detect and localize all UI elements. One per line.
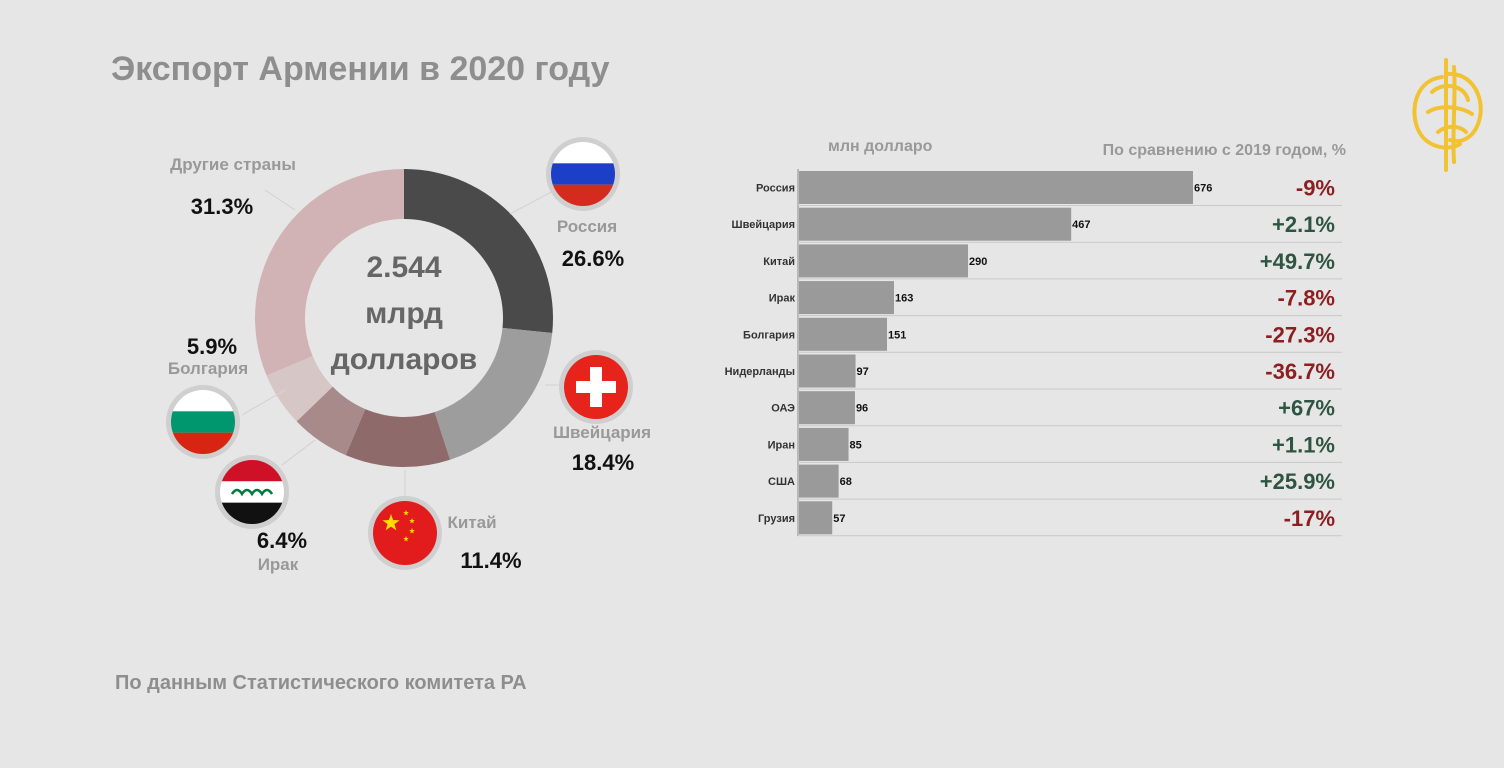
- bar-category-label-5: Нидерланды: [725, 366, 795, 378]
- source-note: По данным Статистического комитета РА: [115, 672, 527, 694]
- bar-value-label-6: 96: [856, 403, 868, 415]
- change-label-9: -17%: [1284, 506, 1335, 531]
- bulgaria-flag-icon: [166, 385, 240, 459]
- bar-category-label-6: ОАЭ: [771, 403, 795, 415]
- donut-slice-3: [296, 386, 366, 456]
- bar-3: [799, 281, 895, 315]
- donut-slice-0: [404, 169, 553, 333]
- slice-percent-4: 5.9%: [187, 334, 237, 359]
- slice-percent-5: 31.3%: [191, 194, 253, 219]
- bar-category-label-0: Россия: [756, 183, 795, 195]
- donut-center-text-2: долларов: [331, 343, 478, 376]
- bar-9: [799, 501, 833, 535]
- change-header: По сравнению с 2019 годом, %: [1103, 142, 1346, 159]
- bar-2: [799, 244, 969, 278]
- donut-chart: 2.544 млрд долларов Россия 26.6% Швейцария 18.…: [166, 137, 651, 574]
- logo-icon: [1412, 58, 1483, 172]
- bar-category-label-7: Иран: [768, 439, 795, 451]
- bar-chart: млн долларо По сравнению с 2019 годом, % Р…: [725, 138, 1346, 537]
- leader-line-0: [509, 189, 556, 215]
- iraq-flag-icon: [215, 455, 289, 529]
- slice-name-2: Китай: [447, 513, 496, 532]
- donut-slice-5: [254, 169, 404, 376]
- slice-percent-2: 11.4%: [460, 548, 521, 573]
- bar-category-label-1: Швейцария: [732, 219, 795, 231]
- change-label-2: +49.7%: [1260, 249, 1335, 274]
- bar-5: [799, 354, 856, 388]
- donut-slice-2: [345, 409, 451, 467]
- slice-name-1: Швейцария: [553, 423, 651, 442]
- slice-name-5: Другие страны: [170, 155, 296, 174]
- slice-percent-1: 18.4%: [572, 450, 634, 475]
- bar-value-label-7: 85: [850, 439, 862, 451]
- bar-8: [799, 464, 839, 498]
- china-flag-icon: [368, 496, 442, 570]
- page-title: Экспорт Армении в 2020 году: [111, 50, 610, 88]
- change-label-0: -9%: [1296, 176, 1335, 201]
- change-label-7: +1.1%: [1272, 432, 1335, 457]
- bar-value-label-3: 163: [895, 293, 913, 305]
- slice-name-0: Россия: [557, 217, 617, 236]
- bar-value-label-9: 57: [833, 513, 845, 525]
- bar-value-label-4: 151: [888, 329, 906, 341]
- donut-center-text-0: 2.544: [366, 251, 441, 284]
- bar-value-label-1: 467: [1072, 219, 1090, 231]
- change-label-5: -36.7%: [1265, 359, 1335, 384]
- bar-value-label-0: 676: [1194, 183, 1212, 195]
- bar-unit-label: млн долларо: [828, 138, 933, 155]
- slice-name-4: Болгария: [168, 359, 248, 378]
- slice-percent-0: 26.6%: [562, 246, 624, 271]
- bar-7: [799, 427, 849, 461]
- change-label-3: -7.8%: [1278, 286, 1335, 311]
- bar-4: [799, 317, 888, 351]
- bar-category-label-3: Ирак: [769, 293, 796, 305]
- bar-1: [799, 207, 1072, 241]
- bar-category-label-2: Китай: [763, 256, 795, 268]
- leader-line-4: [241, 389, 286, 416]
- bar-value-label-5: 97: [857, 366, 869, 378]
- slice-percent-3: 6.4%: [257, 528, 307, 553]
- leader-line-3: [281, 439, 316, 466]
- russia-flag-icon: [546, 137, 620, 211]
- switzerland-flag-icon: [559, 350, 633, 424]
- bar-category-label-8: США: [768, 476, 795, 488]
- donut-center-text-1: млрд: [365, 297, 443, 330]
- bar-0: [799, 171, 1193, 204]
- change-label-1: +2.1%: [1272, 212, 1335, 237]
- donut-slice-4: [266, 356, 333, 422]
- slice-name-3: Ирак: [258, 555, 299, 574]
- bar-6: [799, 391, 855, 425]
- leader-line-5: [264, 189, 296, 211]
- bar-category-label-4: Болгария: [743, 329, 795, 341]
- bar-value-label-8: 68: [840, 476, 852, 488]
- bar-category-label-9: Грузия: [758, 513, 795, 525]
- change-label-6: +67%: [1278, 396, 1335, 421]
- change-label-4: -27.3%: [1265, 322, 1335, 347]
- bar-value-label-2: 290: [969, 256, 987, 268]
- donut-slice-1: [434, 327, 553, 460]
- change-label-8: +25.9%: [1260, 469, 1335, 494]
